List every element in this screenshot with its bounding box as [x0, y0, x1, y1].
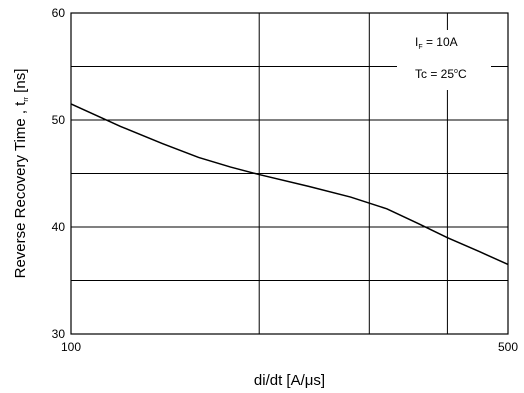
annotation-forward-current: IF = 10A: [415, 35, 458, 51]
y-axis-title-main: Reverse Recovery Time , t: [12, 101, 29, 279]
y-tick-label-40: 40: [52, 220, 66, 234]
annotation-if-symbol: I: [415, 35, 418, 49]
y-axis-title-unit: [ns]: [12, 69, 29, 97]
series-line-trr: [70, 103, 509, 266]
annotation-case-temperature: Tc = 25oC: [415, 67, 467, 81]
annotation-tc-unit: C: [458, 67, 467, 81]
y-axis-title-subscript: rr: [23, 96, 30, 101]
y-axis-title: Reverse Recovery Time , trr [ns]: [12, 69, 30, 279]
annotation-if-subscript: F: [418, 44, 422, 51]
x-tick-label-100: 100: [61, 340, 81, 354]
y-tick-label-60: 60: [52, 6, 66, 20]
annotation-background: [397, 30, 491, 90]
tick-labels: 30 40 50 60 100 500: [52, 6, 519, 354]
x-tick-label-500: 500: [498, 340, 518, 354]
y-tick-label-30: 30: [52, 327, 66, 341]
annotation-box: [397, 30, 491, 90]
plot-frame: [70, 12, 509, 335]
x-axis-title: di/dt [A/μs]: [254, 372, 325, 389]
annotation-if-value: = 10A: [423, 35, 458, 49]
y-tick-label-50: 50: [52, 113, 66, 127]
annotation-tc-value: Tc = 25: [415, 67, 454, 81]
annotation-degree-symbol: o: [454, 68, 458, 75]
